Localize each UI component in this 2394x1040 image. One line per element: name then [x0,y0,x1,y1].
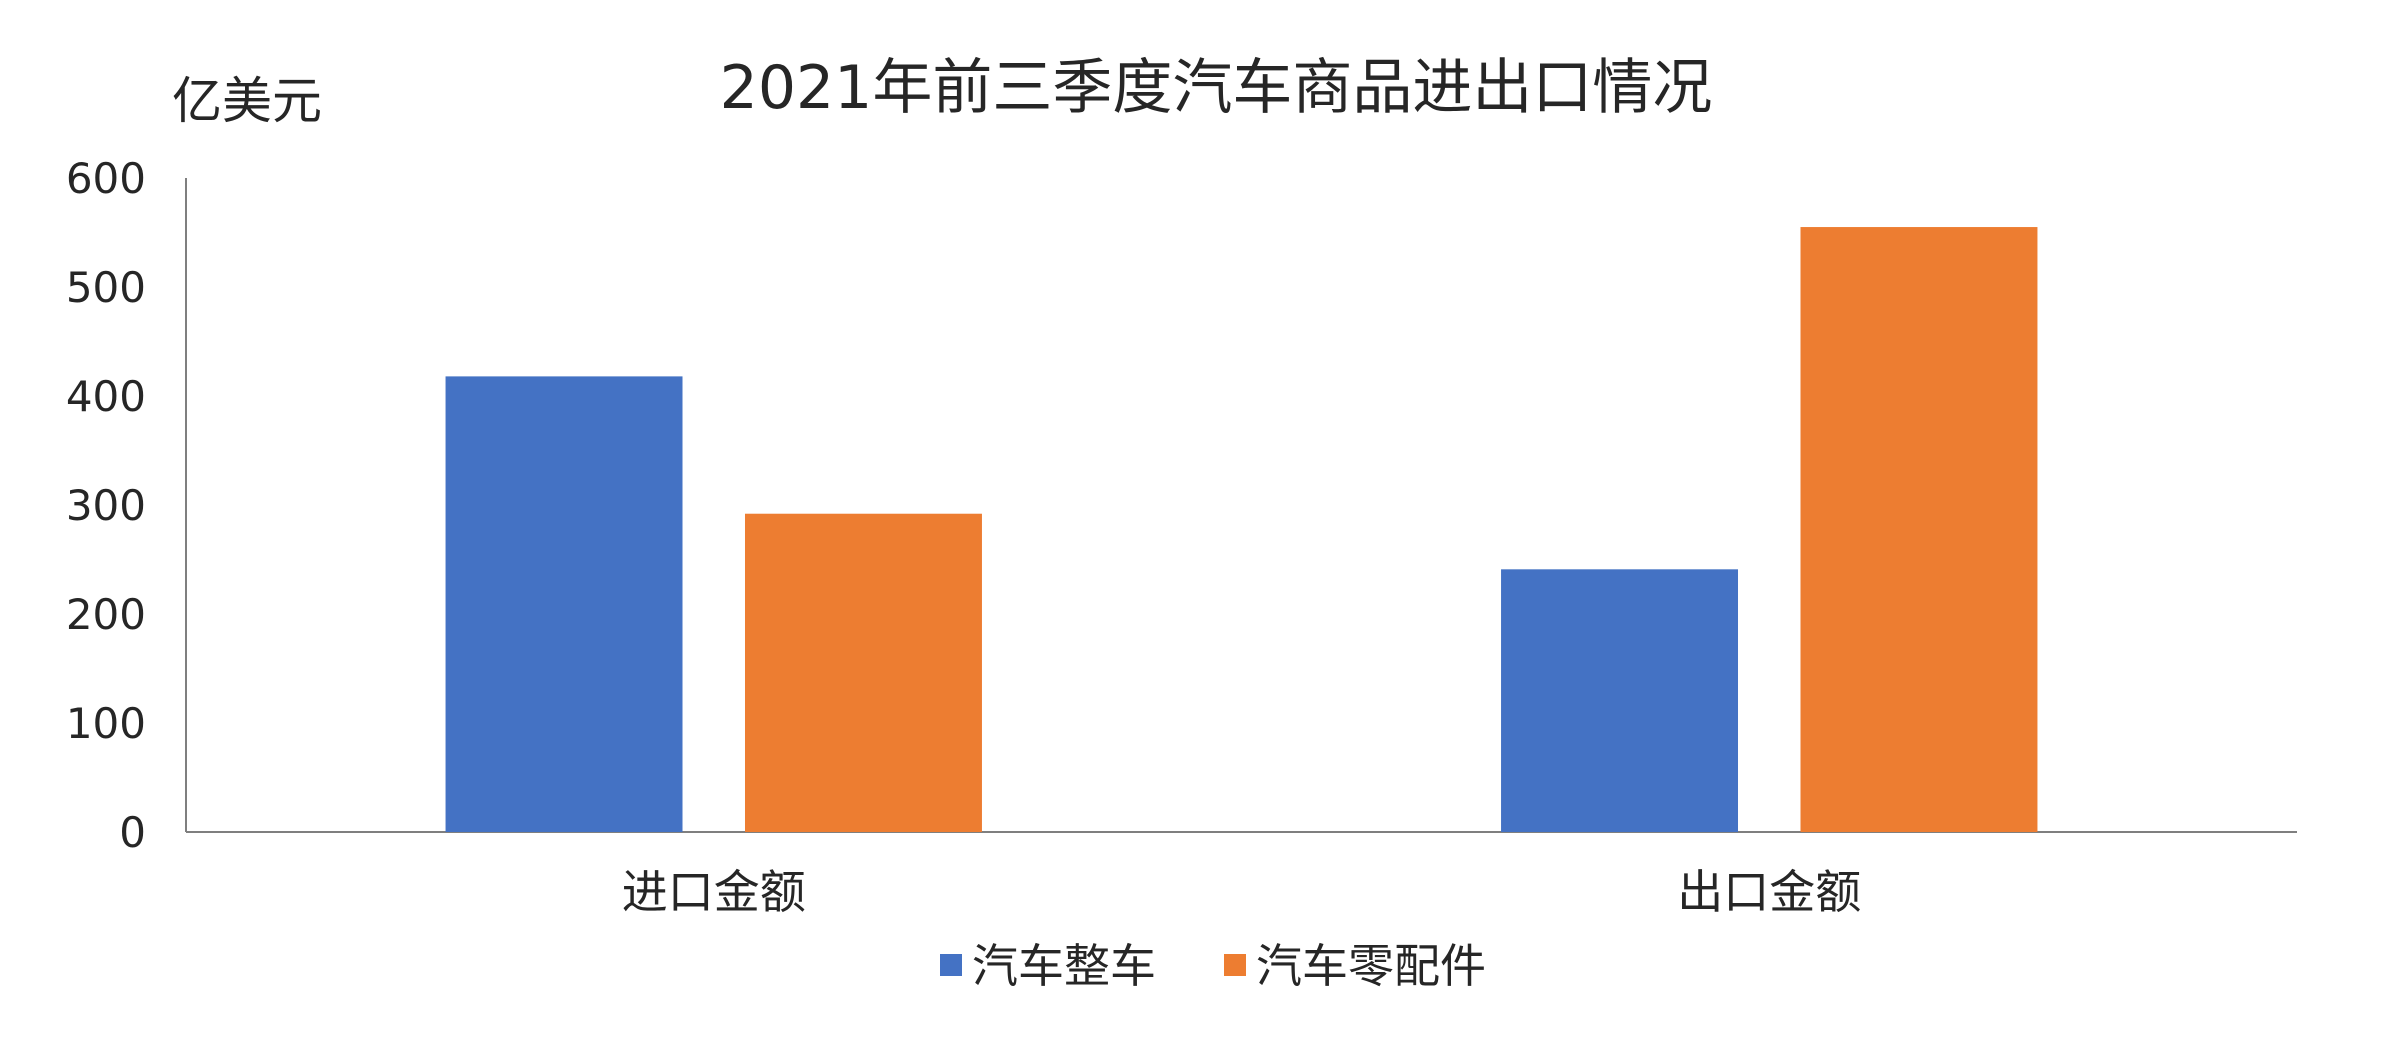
bar-vehicle-export [1501,569,1739,832]
category-labels: 进口金额 出口金额 [622,865,1862,919]
y-tick-label: 0 [119,808,146,857]
y-tick-label: 100 [66,699,146,748]
legend: 汽车整车 汽车零配件 [940,939,1486,993]
legend-swatch [940,954,962,976]
y-tick-label: 400 [66,372,146,421]
category-label: 出口金额 [1677,865,1861,919]
y-tick-label: 600 [66,154,146,203]
bar-group [445,227,2038,833]
bar-parts-export [1800,227,2038,833]
legend-swatch [1224,954,1246,976]
bar-vehicle-import [445,376,683,832]
y-tick-label: 300 [66,481,146,530]
y-tick-label: 500 [66,263,146,312]
y-tick-labels: 0 100 200 300 400 500 600 [66,154,146,857]
y-tick-label: 200 [66,590,146,639]
category-label: 进口金额 [622,865,806,919]
bar-parts-import [744,513,982,832]
chart-title: 2021年前三季度汽车商品进出口情况 [720,53,1713,123]
legend-label: 汽车零配件 [1256,939,1486,993]
legend-label: 汽车整车 [972,939,1156,993]
y-axis-unit-label: 亿美元 [172,72,322,130]
